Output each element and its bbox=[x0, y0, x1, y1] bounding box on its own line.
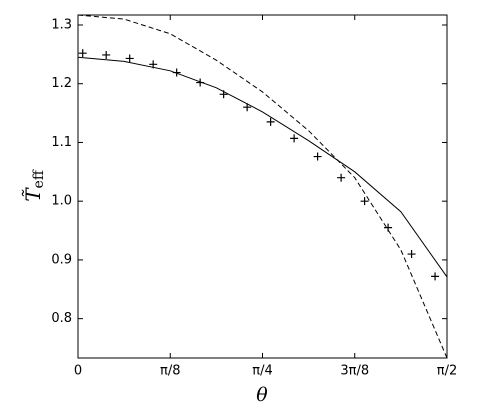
plus-marker bbox=[431, 272, 440, 281]
plus-marker bbox=[149, 60, 158, 69]
solid-line bbox=[77, 56, 448, 278]
plus-marker bbox=[196, 78, 205, 87]
x-tick-label: π/8 bbox=[160, 364, 180, 379]
y-tick-label: 1.0 bbox=[51, 194, 72, 209]
x-axis-label: θ bbox=[256, 384, 268, 406]
plus-marker bbox=[337, 173, 346, 182]
plus-marker bbox=[384, 223, 393, 232]
y-tick-label: 1.3 bbox=[51, 17, 72, 32]
x-tick-label: 0 bbox=[74, 364, 82, 379]
dashed-line bbox=[77, 14, 448, 359]
x-tick-label: π/2 bbox=[437, 364, 457, 379]
plus-marker bbox=[102, 50, 111, 59]
plus-marker bbox=[78, 49, 87, 58]
plus-marker bbox=[360, 197, 369, 206]
plus-marker bbox=[219, 90, 228, 99]
plot-frame bbox=[77, 14, 448, 359]
plus-marker bbox=[172, 68, 181, 77]
plus-marker bbox=[407, 250, 416, 259]
plus-marker bbox=[243, 103, 252, 112]
plus-marker bbox=[290, 134, 299, 143]
plus-marker bbox=[125, 54, 134, 63]
x-tick-label: π/4 bbox=[252, 364, 272, 379]
y-tick-label: 1.1 bbox=[51, 135, 72, 150]
y-tick-label: 1.2 bbox=[51, 76, 72, 91]
plus-marker bbox=[313, 152, 322, 161]
y-axis-label-sub: eff bbox=[31, 169, 47, 188]
y-axis-label: T̃eff bbox=[21, 169, 48, 202]
y-tick-label: 0.8 bbox=[51, 311, 72, 326]
plus-marker bbox=[266, 117, 275, 126]
y-tick-label: 0.9 bbox=[51, 252, 72, 267]
x-tick-label: 3π/8 bbox=[340, 364, 369, 379]
y-axis-label-main: T̃ bbox=[21, 187, 45, 202]
